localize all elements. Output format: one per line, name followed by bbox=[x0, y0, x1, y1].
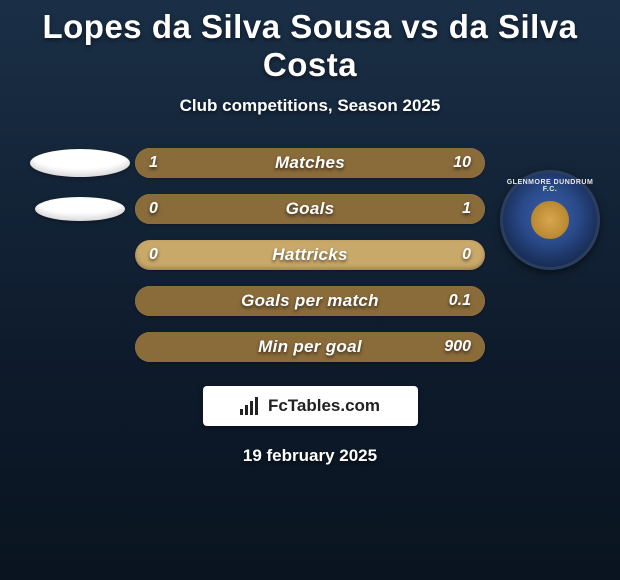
stat-label: Goals per match bbox=[135, 291, 485, 311]
right-slot bbox=[485, 286, 595, 316]
left-slot bbox=[25, 240, 135, 270]
stat-value-right: 0 bbox=[462, 246, 471, 264]
stat-value-right: 900 bbox=[444, 338, 471, 356]
branding-text: FcTables.com bbox=[268, 396, 380, 416]
club-badge-text: GLENMORE DUNDRUM F.C. bbox=[503, 179, 597, 193]
left-ellipse-icon bbox=[35, 197, 125, 221]
branding-badge: FcTables.com bbox=[203, 386, 418, 426]
stat-value-right: 10 bbox=[453, 154, 471, 172]
left-ellipse-icon bbox=[30, 149, 130, 177]
stat-label: Hattricks bbox=[135, 245, 485, 265]
stat-bar: Min per goal900 bbox=[135, 332, 485, 362]
stat-value-right: 0.1 bbox=[449, 292, 471, 310]
stat-label: Min per goal bbox=[135, 337, 485, 357]
page-title: Lopes da Silva Sousa vs da Silva Costa bbox=[0, 0, 620, 84]
stat-row: Goals per match0.1 bbox=[0, 286, 620, 316]
stat-label: Goals bbox=[135, 199, 485, 219]
right-slot bbox=[485, 332, 595, 362]
stat-bar: Goals per match0.1 bbox=[135, 286, 485, 316]
stat-bar: 0Goals1 bbox=[135, 194, 485, 224]
infographic-container: Lopes da Silva Sousa vs da Silva Costa C… bbox=[0, 0, 620, 580]
left-slot bbox=[25, 148, 135, 178]
stat-label: Matches bbox=[135, 153, 485, 173]
subtitle: Club competitions, Season 2025 bbox=[0, 96, 620, 116]
left-slot bbox=[25, 286, 135, 316]
right-club-logo: GLENMORE DUNDRUM F.C. bbox=[500, 170, 600, 270]
bars-icon bbox=[240, 397, 262, 415]
stat-bar: 0Hattricks0 bbox=[135, 240, 485, 270]
stat-value-right: 1 bbox=[462, 200, 471, 218]
left-slot bbox=[25, 332, 135, 362]
date-text: 19 february 2025 bbox=[0, 446, 620, 466]
club-badge-icon: GLENMORE DUNDRUM F.C. bbox=[500, 170, 600, 270]
left-slot bbox=[25, 194, 135, 224]
stat-bar: 1Matches10 bbox=[135, 148, 485, 178]
stat-row: Min per goal900 bbox=[0, 332, 620, 362]
